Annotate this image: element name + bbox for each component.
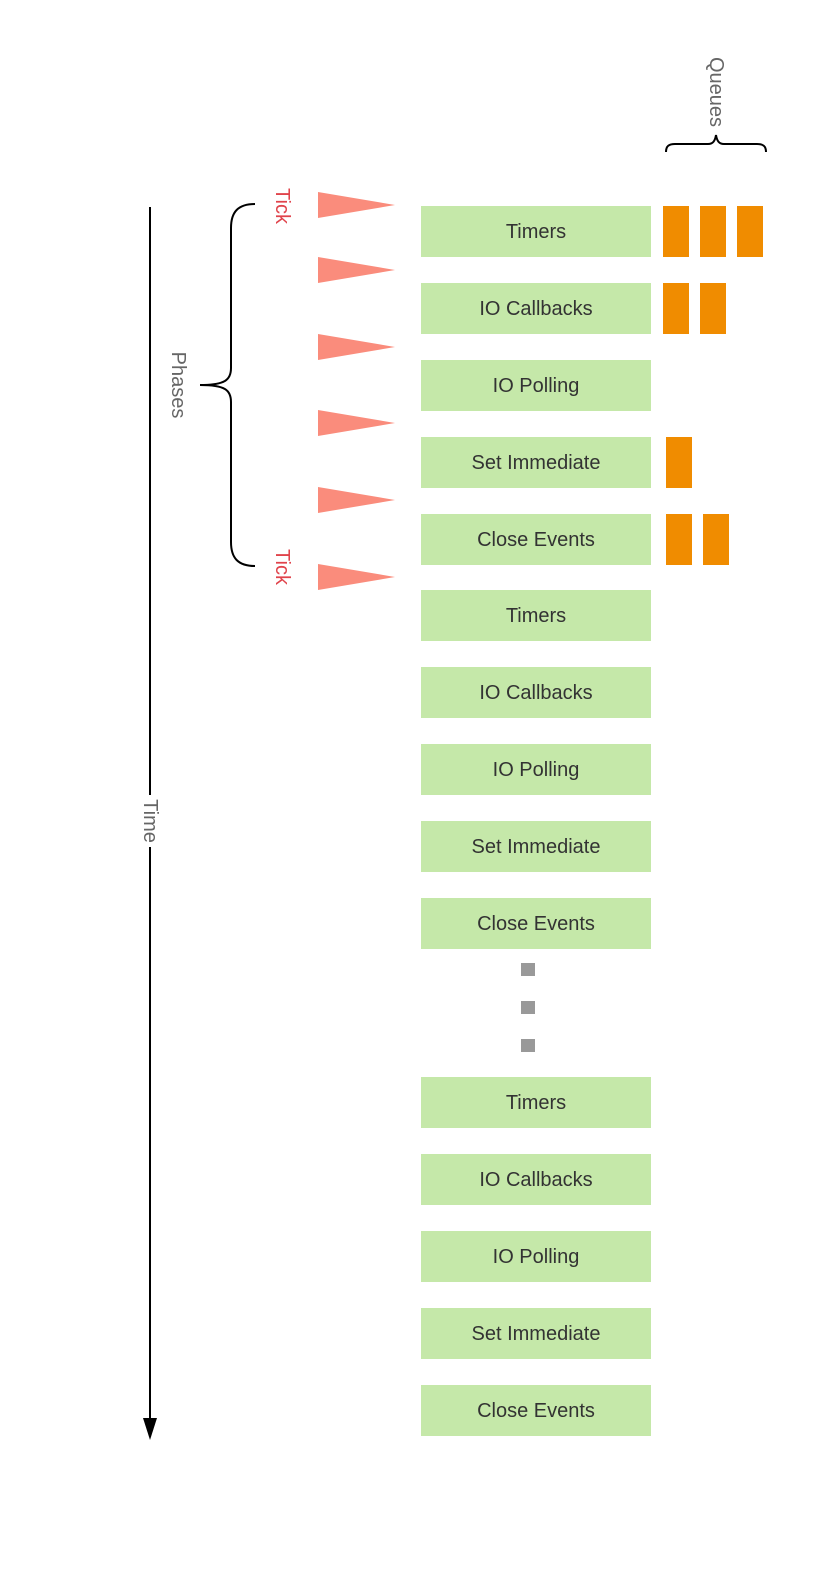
phase-box-bg bbox=[421, 1231, 651, 1282]
phase-box: Set Immediate bbox=[421, 1308, 651, 1359]
phase-box-bg bbox=[421, 360, 651, 411]
phase-box-bg bbox=[421, 437, 651, 488]
phase-label: IO Callbacks bbox=[479, 682, 592, 704]
phase-box-bg bbox=[421, 744, 651, 795]
queue-item bbox=[663, 283, 689, 334]
phase-box-bg bbox=[421, 1308, 651, 1359]
tick-marker-triangle bbox=[318, 487, 395, 513]
phase-box-bg bbox=[421, 206, 651, 257]
ellipsis-dot bbox=[521, 1039, 535, 1052]
phase-label: Timers bbox=[506, 221, 566, 243]
phase-box-bg bbox=[421, 590, 651, 641]
ellipsis bbox=[521, 963, 535, 1052]
arrow-down-icon bbox=[143, 1418, 157, 1440]
phase-box: Close Events bbox=[421, 514, 651, 565]
phase-boxes: Timers IO Callbacks IO Polling Set Immediat… bbox=[421, 206, 651, 1436]
tick-markers bbox=[318, 192, 395, 590]
phase-box: IO Callbacks bbox=[421, 283, 651, 334]
phase-box: IO Polling bbox=[421, 1231, 651, 1282]
phase-label: Close Events bbox=[477, 913, 595, 935]
phase-label: IO Callbacks bbox=[479, 1169, 592, 1191]
phase-box: Timers bbox=[421, 1077, 651, 1128]
phase-box-bg bbox=[421, 1077, 651, 1128]
phase-label: Close Events bbox=[477, 1400, 595, 1422]
phase-box: IO Polling bbox=[421, 360, 651, 411]
ellipsis-dot bbox=[521, 1001, 535, 1014]
phase-box: Set Immediate bbox=[421, 437, 651, 488]
tick-marker-triangle bbox=[318, 564, 395, 590]
queue-item bbox=[700, 206, 726, 257]
phase-label: Set Immediate bbox=[472, 452, 601, 474]
queue-item bbox=[700, 283, 726, 334]
time-label: Time bbox=[139, 799, 161, 843]
phase-label: Timers bbox=[506, 605, 566, 627]
phase-box: Set Immediate bbox=[421, 821, 651, 872]
queues-label: Queues bbox=[705, 57, 727, 127]
phase-box-bg bbox=[421, 283, 651, 334]
phase-label: Set Immediate bbox=[472, 1323, 601, 1345]
phase-box: Close Events bbox=[421, 898, 651, 949]
phases-brace: Phases Tick Tick bbox=[167, 188, 293, 586]
phase-box-bg bbox=[421, 821, 651, 872]
phase-box-bg bbox=[421, 898, 651, 949]
phase-box: IO Callbacks bbox=[421, 667, 651, 718]
phase-label: Set Immediate bbox=[472, 836, 601, 858]
time-axis: Time bbox=[139, 207, 161, 1440]
queue-item bbox=[666, 437, 692, 488]
ellipsis-dot bbox=[521, 963, 535, 976]
phase-label: IO Polling bbox=[493, 1246, 580, 1268]
queue-item bbox=[703, 514, 729, 565]
tick-start-label: Tick bbox=[271, 188, 293, 225]
phase-box-bg bbox=[421, 667, 651, 718]
phase-label: IO Polling bbox=[493, 759, 580, 781]
queue-items bbox=[663, 206, 763, 565]
phases-label: Phases bbox=[167, 352, 189, 419]
queue-item bbox=[666, 514, 692, 565]
phase-box: IO Callbacks bbox=[421, 1154, 651, 1205]
phase-box: Timers bbox=[421, 206, 651, 257]
queue-item bbox=[737, 206, 763, 257]
queue-item bbox=[663, 206, 689, 257]
tick-marker-triangle bbox=[318, 334, 395, 360]
tick-marker-triangle bbox=[318, 410, 395, 436]
phase-box: Timers bbox=[421, 590, 651, 641]
tick-end-label: Tick bbox=[271, 549, 293, 586]
phase-box-bg bbox=[421, 1385, 651, 1436]
phase-box-bg bbox=[421, 514, 651, 565]
phase-box-bg bbox=[421, 1154, 651, 1205]
queues-brace: Queues bbox=[665, 57, 767, 153]
phase-label: Close Events bbox=[477, 529, 595, 551]
tick-marker-triangle bbox=[318, 192, 395, 218]
phase-label: Timers bbox=[506, 1092, 566, 1114]
tick-marker-triangle bbox=[318, 257, 395, 283]
phase-box: Close Events bbox=[421, 1385, 651, 1436]
phase-label: IO Callbacks bbox=[479, 298, 592, 320]
phase-box: IO Polling bbox=[421, 744, 651, 795]
phase-label: IO Polling bbox=[493, 375, 580, 397]
